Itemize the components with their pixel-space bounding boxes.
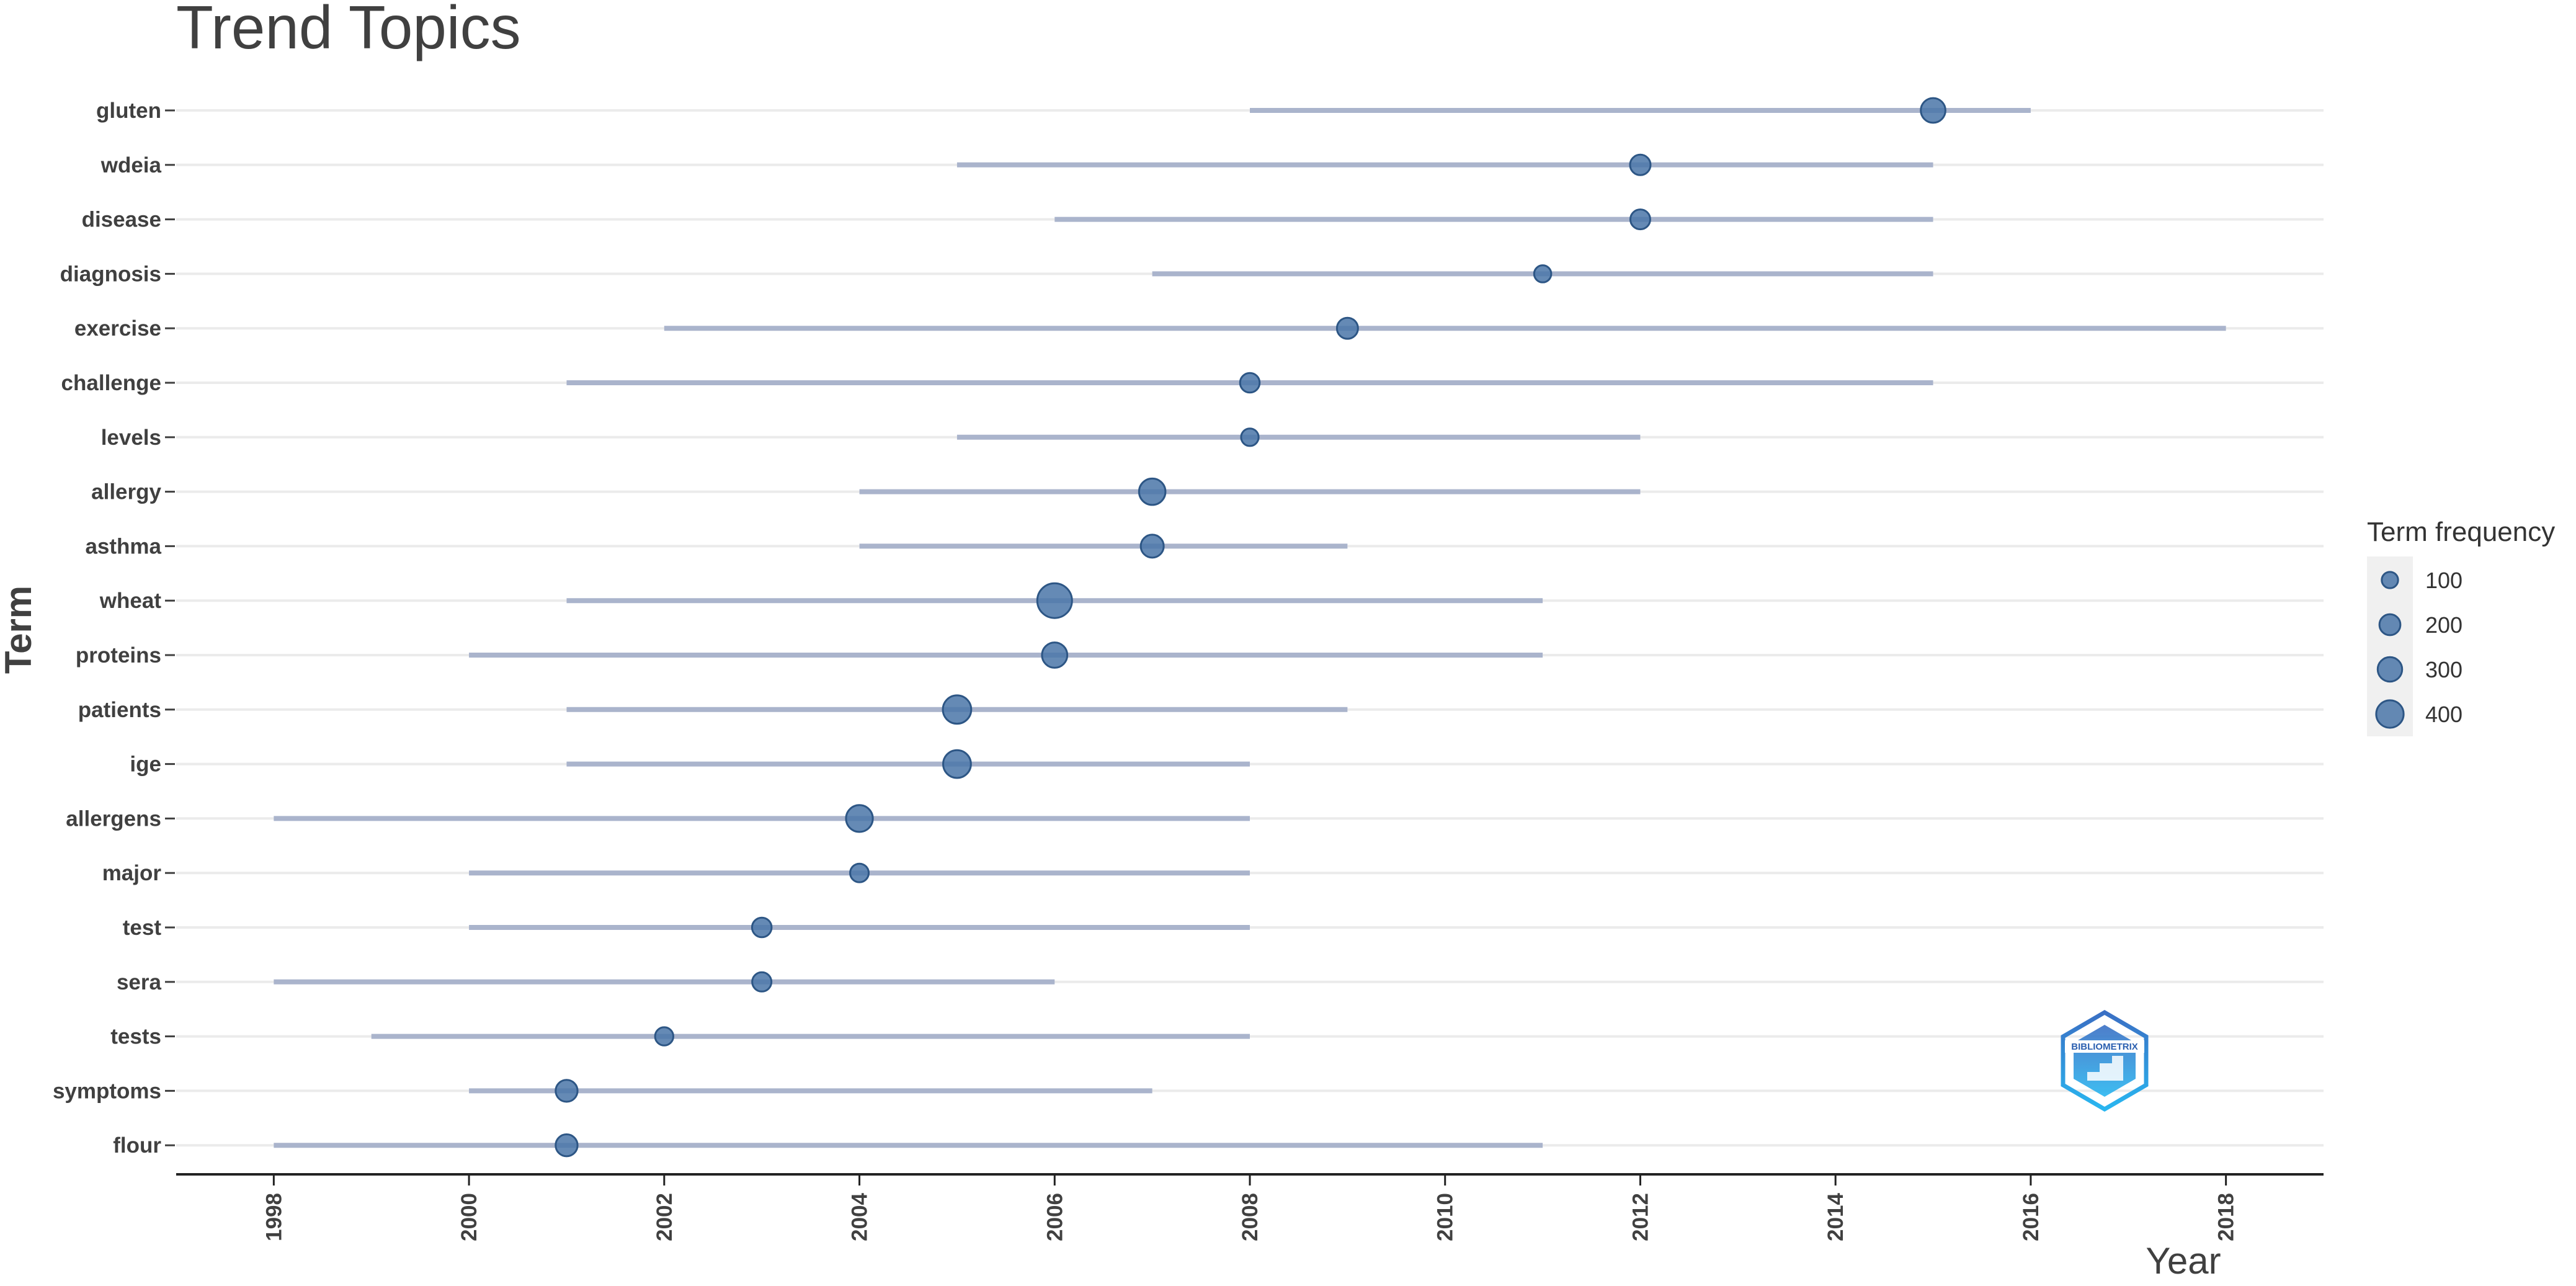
term-label: ige [130,752,161,777]
term-point [1920,97,1946,124]
term-label: disease [82,208,161,232]
term-frequency-points [555,97,1946,1158]
legend-key [2376,656,2404,683]
term-point [1533,264,1553,284]
legend-label: 100 [2425,568,2462,593]
term-label: allergens [66,806,161,831]
logo-text-band [2065,1040,2144,1053]
legend-title: Term frequency [2367,517,2555,547]
term-axis-labels: gluten wdeia disease diagnosis exercise chall… [53,99,175,1158]
term-point [942,694,973,725]
legend-key [2375,699,2405,729]
term-point [849,862,870,883]
logo-hexagon-outline [2061,1009,2149,1112]
term-point [555,1079,579,1103]
term-point [1629,208,1651,231]
year-tick-label: 2000 [457,1193,481,1241]
term-label: flour [113,1133,161,1158]
term-label: exercise [74,316,161,341]
term-point [1041,641,1069,669]
chart-title: Trend Topics [176,0,521,61]
year-tick-label: 2016 [2019,1193,2043,1241]
term-label: test [123,916,162,940]
term-point [1036,582,1073,619]
legend-label: 400 [2425,702,2462,727]
term-label: allergy [91,480,161,504]
term-label: major [102,861,162,885]
year-tick-label: 2004 [848,1192,872,1241]
term-point [654,1026,674,1047]
term-label: asthma [85,534,161,558]
legend-entries: 100 200 300 400 [2375,568,2462,729]
year-tick-label: 2002 [653,1193,677,1241]
year-tick-label: 2014 [1824,1192,1848,1241]
legend-key [2381,571,2399,589]
x-axis-title: Year [2146,1240,2221,1282]
term-label: diagnosis [60,262,161,286]
term-label: gluten [96,99,161,123]
term-label: levels [101,426,161,450]
year-tick-label: 1998 [262,1193,286,1241]
term-year-ranges [274,108,2226,1148]
term-point [845,804,874,833]
year-tick-label: 2008 [1238,1193,1262,1241]
term-point [555,1133,579,1158]
year-axis-ticks: 1998 2000 2002 2004 2006 2008 2010 2012 2014 2016… [262,1174,2239,1241]
term-label: symptoms [53,1079,161,1103]
term-point [1138,477,1167,506]
term-point [1629,153,1652,176]
y-axis-title: Term [0,586,39,674]
year-tick-label: 2012 [1628,1193,1652,1241]
term-label: proteins [76,643,161,668]
logo-text: BIBLIOMETRIX [2071,1042,2138,1052]
term-label: wheat [99,589,162,613]
legend: Term frequency 100 200 300 400 [2367,517,2555,736]
legend-label: 200 [2425,612,2462,638]
term-point [1139,534,1165,559]
term-point [1240,427,1260,447]
term-label: sera [117,970,162,994]
term-point [942,749,972,779]
term-label: challenge [61,371,161,395]
legend-key [2378,613,2402,636]
year-tick-label: 2010 [1433,1193,1458,1241]
year-tick-label: 2018 [2214,1193,2239,1241]
year-tick-label: 2006 [1043,1193,1067,1241]
grid-lines [176,109,2324,1147]
term-label: tests [110,1025,161,1049]
term-point [1239,372,1261,394]
term-label: patients [78,698,161,722]
bibliometrix-logo: BIBLIOMETRIX [2061,1009,2149,1112]
term-point [751,916,773,939]
term-point [751,971,773,993]
legend-label: 300 [2425,657,2462,682]
term-label: wdeia [100,153,162,177]
logo-stairs-icon [2087,1056,2123,1081]
term-point [1335,316,1359,340]
